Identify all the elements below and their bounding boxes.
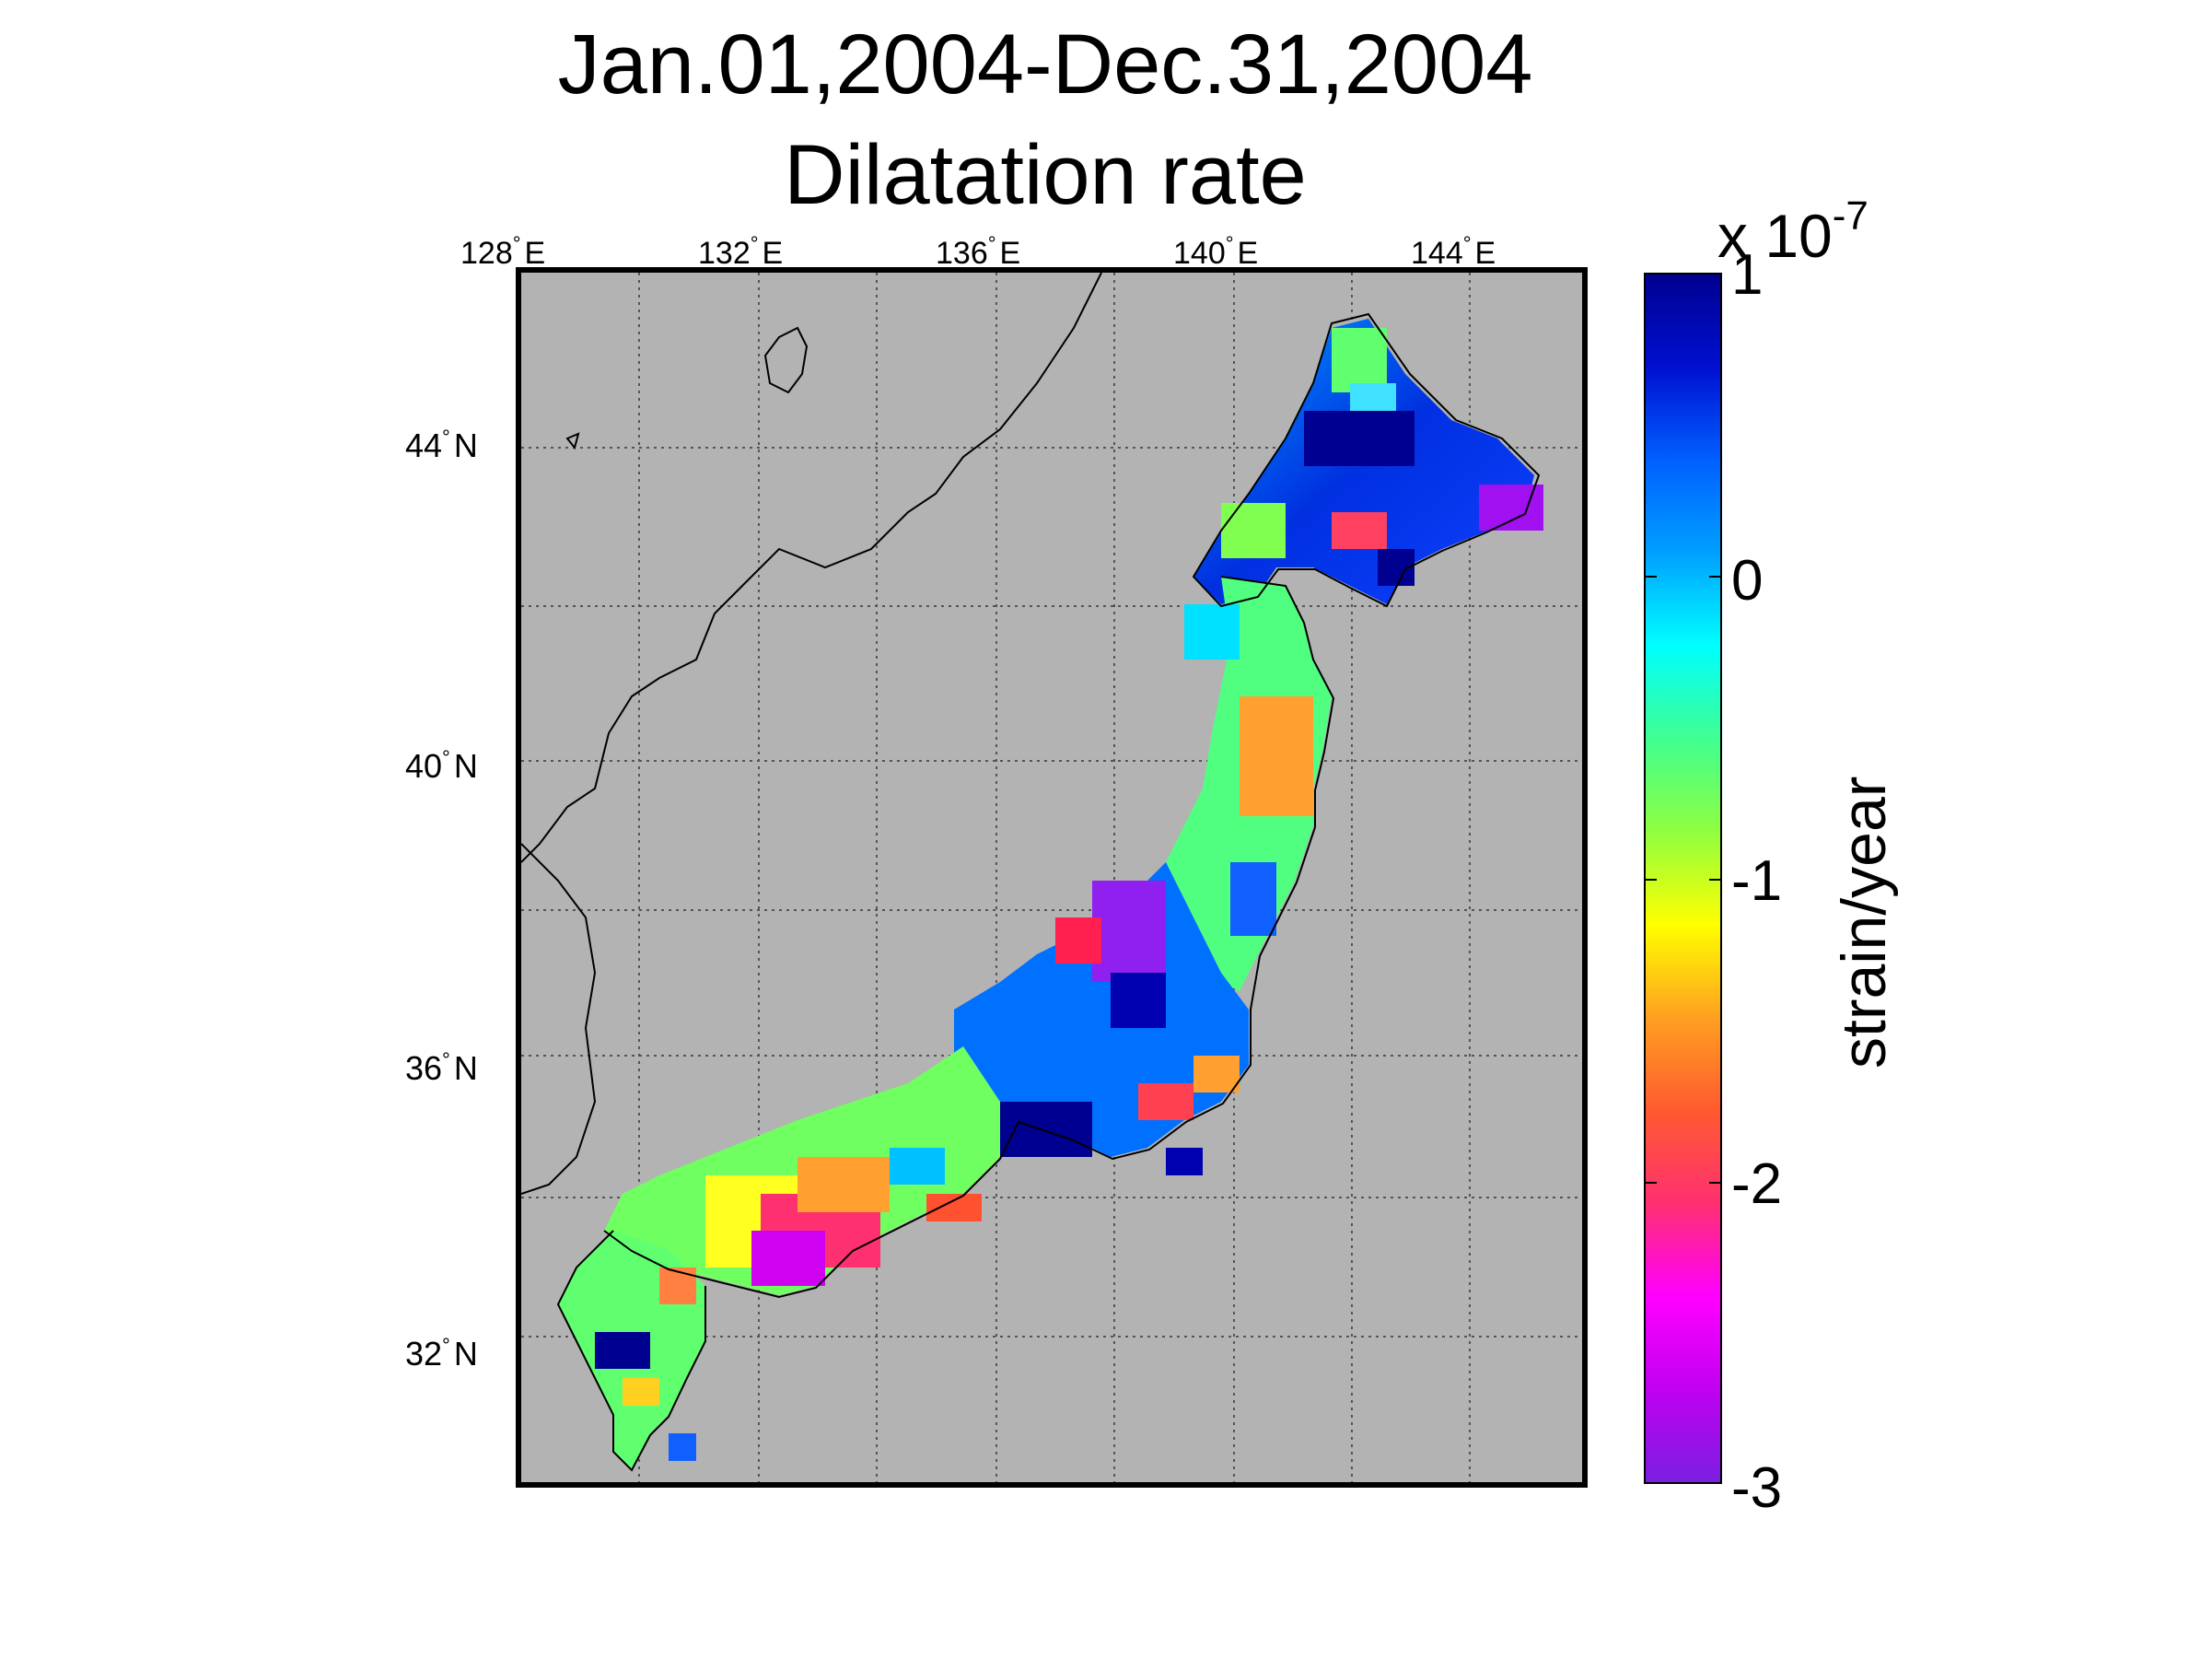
lon-tick-136: 136° E: [936, 232, 1021, 271]
cb-tick-neg1: -1: [1731, 849, 1783, 913]
cb-tickmark-neg1: [1644, 879, 1657, 881]
lat-tick-32: 32° N: [405, 1334, 478, 1373]
lon-tick-128: 128° E: [460, 232, 546, 271]
lat-tick-40: 40° N: [405, 746, 478, 785]
colorbar-scale: x 10-7: [1717, 193, 1869, 270]
cb-tick-neg2: -2: [1731, 1152, 1783, 1216]
colorbar-label: strain/year: [1829, 776, 1899, 1069]
colorbar: [1644, 273, 1722, 1484]
lat-tick-36: 36° N: [405, 1048, 478, 1087]
cb-tickmark-r1: [1709, 273, 1722, 275]
lon-tick-144: 144° E: [1411, 232, 1496, 271]
cb-tick-0: 0: [1731, 549, 1764, 613]
map-title-line2: Dilatation rate: [784, 128, 1307, 222]
japan-coastline: [556, 312, 1541, 1472]
cb-tickmark-rneg2: [1709, 1182, 1722, 1184]
lat-tick-44: 44° N: [405, 426, 478, 464]
lon-tick-140: 140° E: [1173, 232, 1259, 271]
map-panel[interactable]: [516, 267, 1588, 1488]
cb-tick-1: 1: [1731, 243, 1764, 307]
map-canvas: [521, 273, 1582, 1482]
dilatation-field: [558, 319, 1543, 1470]
cb-tickmark-rneg1: [1709, 879, 1722, 881]
cb-tick-neg3: -3: [1731, 1456, 1783, 1520]
cb-tickmark-r0: [1709, 576, 1722, 578]
cb-tickmark-1: [1644, 273, 1657, 275]
cb-tickmark-neg2: [1644, 1182, 1657, 1184]
cb-tickmark-0: [1644, 576, 1657, 578]
coastline: [521, 273, 1102, 1195]
lon-tick-132: 132° E: [698, 232, 784, 271]
map-title-line1: Jan.01,2004-Dec.31,2004: [557, 18, 1533, 111]
